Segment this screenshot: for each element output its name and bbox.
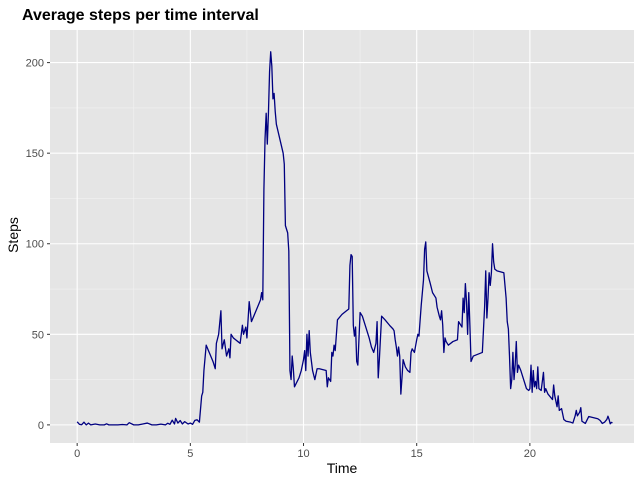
y-tick-label: 0 (38, 420, 44, 432)
x-tick-label: 5 (187, 448, 193, 460)
y-tick-label: 50 (32, 329, 44, 341)
x-axis: 0 5 10 15 20 (74, 443, 536, 460)
x-tick-label: 0 (74, 448, 80, 460)
x-tick-label: 20 (524, 448, 536, 460)
x-axis-title: Time (327, 460, 358, 476)
y-tick-label: 150 (26, 148, 44, 160)
grid-lines (50, 30, 634, 443)
y-tick-label: 100 (26, 239, 44, 251)
chart-title: Average steps per time interval (22, 7, 259, 24)
x-tick-label: 15 (411, 448, 423, 460)
y-axis: 0 50 100 150 200 (26, 58, 50, 432)
series-group (76, 51, 613, 426)
x-tick-label: 10 (297, 448, 309, 460)
series-line-0 (76, 51, 613, 426)
y-axis-title: Steps (5, 217, 21, 253)
y-tick-label: 200 (26, 58, 44, 70)
panel-background (50, 30, 634, 443)
plot-panel (50, 30, 634, 443)
